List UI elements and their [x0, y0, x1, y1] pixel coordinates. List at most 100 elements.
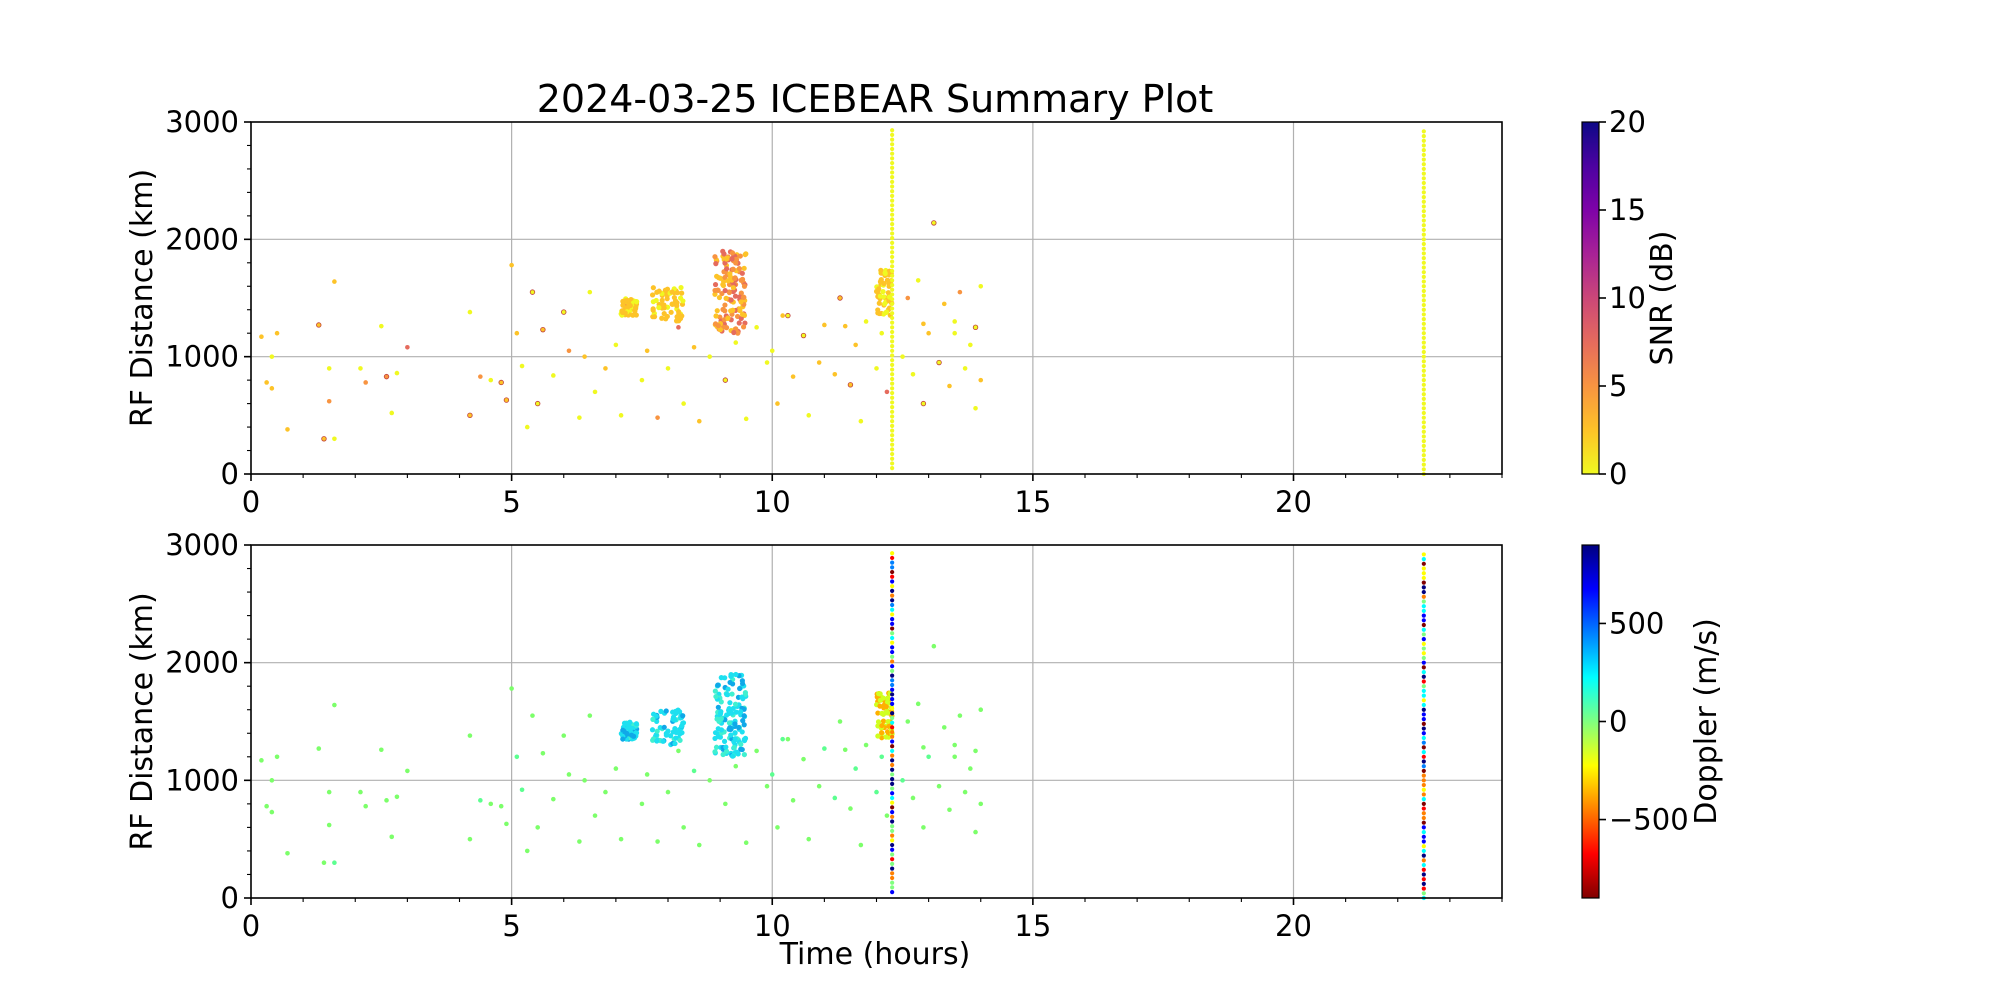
cluster-point — [679, 730, 685, 736]
scatter-point — [926, 754, 931, 760]
scatter-point — [639, 801, 645, 807]
scatter-point — [285, 850, 290, 856]
vertical-line-point — [890, 588, 895, 593]
scatter-point — [332, 436, 337, 442]
vertical-line-point — [890, 386, 895, 391]
cluster-point — [659, 297, 665, 303]
scatter-point — [467, 412, 473, 419]
scatter-point — [769, 772, 775, 777]
cluster-point — [712, 291, 718, 297]
vertical-line-point — [890, 461, 895, 466]
vertical-line-point — [1421, 735, 1426, 741]
vertical-line-point — [1421, 199, 1426, 204]
y-axis-label: RF Distance (km) — [125, 592, 160, 850]
cluster-point — [712, 281, 719, 288]
cluster-point — [878, 276, 884, 283]
vertical-line-point — [1421, 302, 1426, 308]
scatter-point — [915, 278, 921, 283]
vertical-line-point — [890, 838, 895, 843]
scatter-point — [587, 713, 593, 718]
cluster-point — [718, 727, 725, 733]
scatter-point — [775, 401, 780, 406]
cluster-point — [731, 744, 737, 751]
scatter-point — [863, 742, 869, 748]
vertical-line-point — [890, 602, 895, 608]
vertical-line-point — [1421, 881, 1426, 886]
vertical-line-point — [1421, 891, 1426, 896]
cluster-point — [669, 301, 675, 307]
cluster-point — [658, 708, 664, 714]
vertical-line-point — [890, 236, 895, 241]
cluster-point — [738, 315, 744, 322]
scatter-point — [910, 795, 916, 801]
vertical-line-point — [890, 362, 895, 367]
scatter-point — [405, 768, 410, 774]
x-tick-label: 5 — [502, 485, 520, 519]
vertical-line-point — [890, 786, 895, 791]
cluster-point — [879, 730, 885, 736]
cluster-point — [719, 290, 725, 297]
cluster-point — [877, 293, 883, 299]
vertical-line-point — [890, 715, 895, 721]
vertical-line-point — [1421, 599, 1426, 604]
scatter-point — [837, 295, 843, 301]
vertical-line-point — [1421, 251, 1426, 256]
scatter-point — [561, 733, 567, 738]
cluster-point — [739, 311, 746, 318]
vertical-line-point — [890, 814, 895, 819]
cluster-point — [662, 287, 668, 293]
cluster-point — [720, 306, 726, 313]
scatter-point — [551, 796, 556, 802]
vertical-line-point — [890, 423, 895, 428]
y-tick-label: 0 — [221, 457, 239, 491]
vertical-line-point — [890, 725, 895, 730]
scatter-point — [332, 702, 337, 708]
vertical-line-point — [890, 697, 895, 702]
cluster-point — [877, 697, 883, 703]
vertical-line-point — [890, 668, 895, 674]
scatter-point — [316, 322, 322, 328]
cluster-point — [727, 679, 733, 686]
cluster-point — [651, 314, 658, 320]
vertical-line-point — [1421, 453, 1426, 458]
scatter-point — [978, 283, 984, 289]
cluster-point — [680, 713, 686, 719]
scatter-point — [566, 772, 572, 777]
vertical-line-point — [890, 612, 895, 617]
cluster-point — [725, 686, 731, 692]
scatter-point — [973, 829, 978, 835]
scatter-point — [921, 745, 926, 750]
cluster-point — [714, 308, 720, 314]
vertical-line-point — [890, 414, 895, 419]
vertical-line-point — [1421, 241, 1426, 247]
scatter-point — [332, 860, 337, 865]
scatter-point — [968, 342, 973, 348]
vertical-line-point — [1421, 806, 1426, 811]
vertical-line-point — [1421, 830, 1426, 835]
scatter-point — [900, 354, 905, 359]
cluster-point — [679, 723, 685, 729]
vertical-line-point — [1421, 321, 1426, 326]
scatter-point — [676, 748, 681, 754]
scatter-point — [379, 747, 384, 753]
vertical-line-point — [890, 179, 895, 184]
vertical-line-point — [1421, 660, 1426, 665]
colorbar-tick-label: 500 — [1609, 606, 1664, 640]
scatter-point — [467, 309, 473, 315]
vertical-line-point — [1421, 820, 1426, 825]
cluster-point — [678, 284, 684, 291]
vertical-line-point — [1421, 260, 1426, 265]
scatter-point — [519, 787, 525, 793]
scatter-point — [775, 825, 780, 830]
vertical-line-point — [890, 381, 895, 386]
cluster-point — [736, 320, 742, 326]
vertical-line-point — [1421, 312, 1426, 317]
scatter-point — [478, 374, 483, 379]
cluster-point — [873, 288, 880, 295]
scatter-point — [822, 322, 827, 328]
scatter-point — [874, 366, 879, 371]
vertical-line-point — [890, 287, 895, 292]
cluster-point — [879, 722, 885, 729]
